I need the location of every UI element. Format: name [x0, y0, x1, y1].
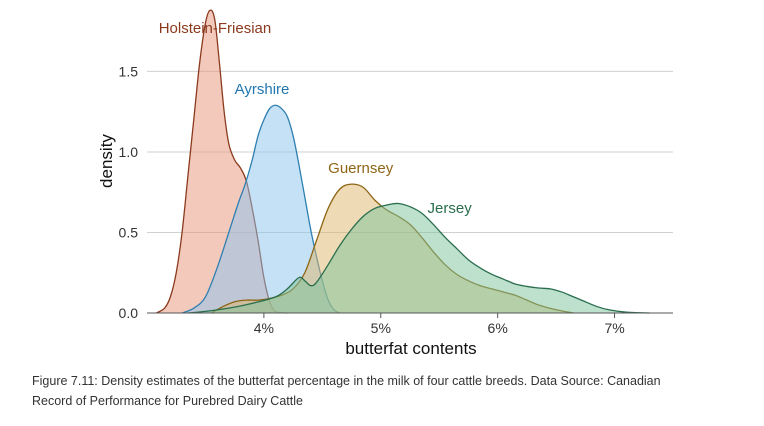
density-areas — [156, 9, 650, 314]
x-tick-label: 5% — [371, 320, 391, 336]
x-axis-title: butterfat contents — [345, 339, 476, 358]
y-tick-label: 1.0 — [119, 144, 139, 160]
ayrshire-label: Ayrshire — [235, 81, 290, 98]
y-axis-title: density — [97, 134, 116, 188]
figure-caption-line-1: Figure 7.11: Density estimates of the bu… — [32, 374, 661, 388]
x-tick-label: 7% — [604, 320, 624, 336]
guernsey-label: Guernsey — [328, 160, 394, 177]
jersey-density-area — [187, 203, 650, 313]
series-labels: Holstein-Friesian Ayrshire Guernsey Jersey — [159, 20, 473, 217]
figure-caption-line-2: Record of Performance for Purebred Dairy… — [32, 394, 303, 408]
x-tick-label: 6% — [488, 320, 508, 336]
jersey-density-line — [187, 202, 650, 314]
ayrshire-density-area — [182, 105, 340, 314]
axes: 0.0 0.5 1.0 1.5 4% 5% 6% 7% — [119, 63, 673, 336]
y-tick-label: 1.5 — [119, 63, 139, 79]
jersey-label: Jersey — [428, 200, 473, 217]
y-tick-label: 0.5 — [119, 224, 139, 240]
figure-caption: Figure 7.11: Density estimates of the bu… — [32, 371, 732, 411]
holstein-friesian-label: Holstein-Friesian — [159, 20, 272, 37]
x-tick-label: 4% — [254, 320, 274, 336]
y-tick-label: 0.0 — [119, 305, 139, 321]
